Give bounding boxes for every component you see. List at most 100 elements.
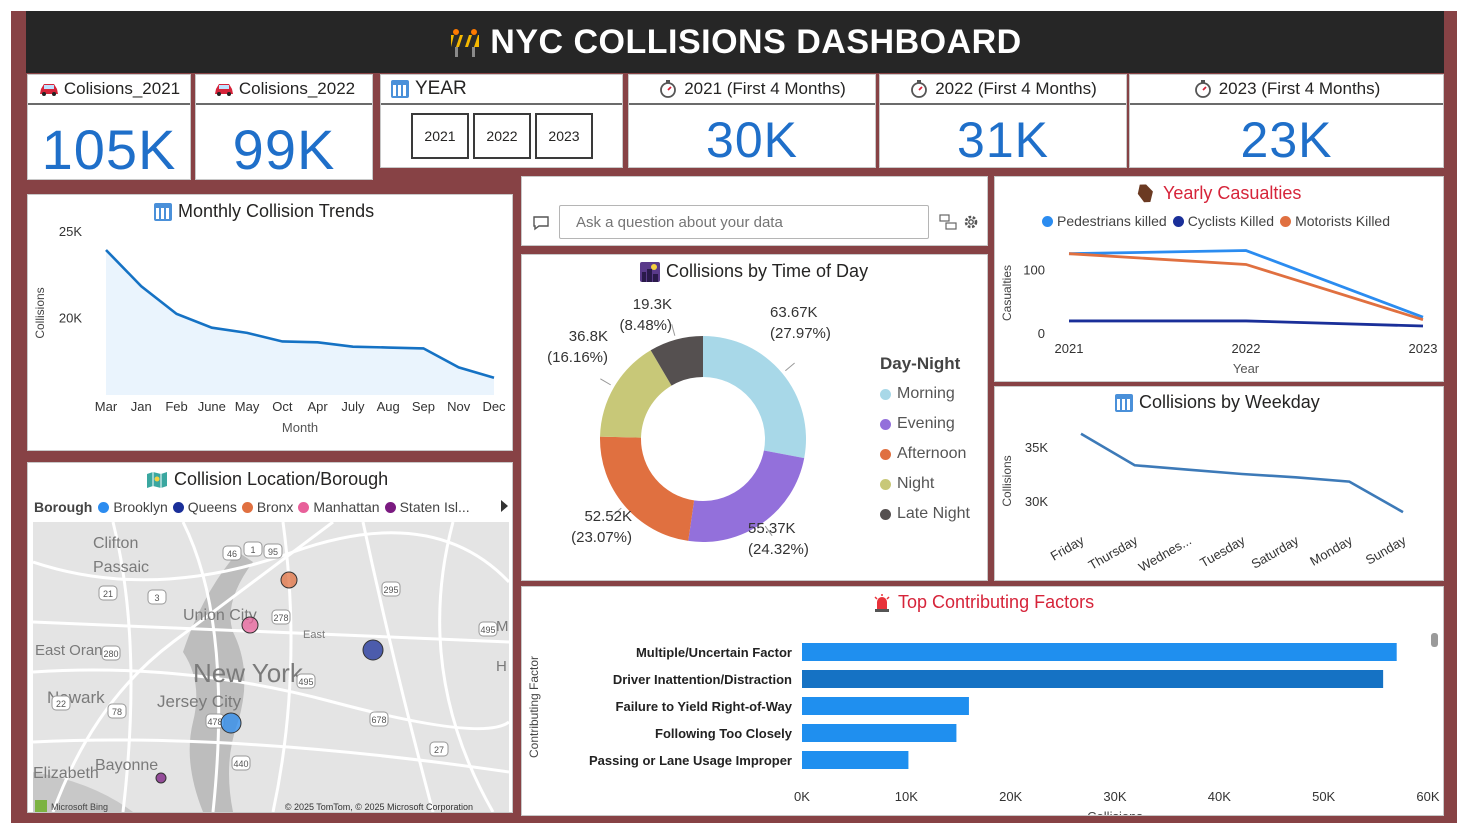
bar-3 [802,724,957,742]
map-attribution-left: Microsoft Bing [51,802,108,812]
qna-input[interactable] [559,205,929,239]
stopwatch-icon [660,80,677,98]
x-tick-label: Tuesday [1197,532,1248,570]
map-place-label: East [303,629,325,641]
bar-0 [802,643,1397,661]
road-shield-label: 495 [298,677,313,687]
donut-leader-line [671,324,676,336]
map-road [51,522,334,812]
kpi-card-value: 31K [957,112,1049,168]
y-tick-label: Failure to Yield Right-of-Way [616,699,793,714]
road-shield-label: 478 [207,717,222,727]
donut-data-label: 19.3K [633,296,672,313]
donut-slice-morning [703,336,806,459]
weekday-panel: Collisions by Weekday 35K 30K Collisions Fr… [994,386,1444,581]
factors-scrollbar[interactable] [1431,633,1438,647]
map-road [111,522,133,812]
casualty-legend: Pedestrians killed Cyclists Killed Motoris… [995,213,1443,229]
y-tick-label: 100 [1023,263,1045,278]
bar-4 [802,751,909,769]
gear-icon[interactable] [962,213,980,231]
borough-legend-item[interactable]: Brooklyn [98,499,168,515]
borough-map[interactable]: Clifton Passaic Union City New York East Ora… [33,522,509,812]
x-tick-label: Friday [1048,532,1087,563]
dashboard-header: NYC COLLISIONS DASHBOARD [26,11,1444,73]
legend-label: Evening [897,415,955,432]
series-line-2 [1068,252,1424,322]
yearly-casualties-panel: Yearly Casualties Pedestrians killed Cycl… [994,176,1444,382]
year-option-2021[interactable]: 2021 [411,113,469,159]
donut-legend-item[interactable]: Afternoon [880,439,970,469]
factors-title: Top Contributing Factors [872,592,1094,613]
kpi-card-2023-first4: 2023 (First 4 Months) 23K [1129,74,1444,168]
kpi-card-title: 2021 (First 4 Months) [629,75,875,105]
x-axis-label: Collisions [1087,809,1143,815]
road-shield [381,581,401,597]
x-tick-label: 60K [1416,789,1439,804]
time-of-day-title: Collisions by Time of Day [640,261,868,282]
year-option-2023[interactable]: 2023 [535,113,593,159]
legend-label: Cyclists Killed [1187,213,1275,229]
map-place-label: Clifton [93,535,138,552]
x-tick-label: 50K [1312,789,1335,804]
qna-transform-icon[interactable] [939,214,957,230]
borough-legend-item[interactable]: Bronx [241,499,293,515]
x-tick-label: 20K [999,789,1022,804]
casualty-legend-item[interactable]: Motorists Killed [1280,213,1390,229]
road-shield [107,703,127,719]
donut-legend-item[interactable]: Night [880,469,970,499]
map-road [181,522,221,812]
borough-legend-item[interactable]: Queens [172,499,237,515]
qna-panel [521,176,988,246]
bar-1 [802,670,1384,688]
borough-legend-item[interactable]: Staten Isl... [384,499,470,515]
donut-slice-afternoon [600,436,695,541]
year-option-2022[interactable]: 2022 [473,113,531,159]
y-tick-label: 35K [1025,440,1048,455]
legend-dot [298,501,310,513]
donut-legend-item[interactable]: Evening [880,409,970,439]
barrier-icon [451,29,480,57]
borough-bubble-bronx [280,571,298,589]
legend-label: Queens [187,499,237,515]
legend-dot [880,508,891,520]
x-tick-label: Aug [377,399,400,414]
stopwatch-icon [1194,80,1211,98]
borough-legend: Borough Brooklyn Queens Bronx Manhattan Stat… [34,499,470,515]
calendar-icon [1115,393,1133,412]
borough-bubble-queens [362,639,384,661]
donut-legend-item[interactable]: Morning [880,379,970,409]
map-attribution-right: © 2025 TomTom, © 2025 Microsoft Corporat… [285,802,473,812]
road-shield [263,543,283,559]
bar-2 [802,697,969,715]
donut-legend-item[interactable]: Late Night [880,499,970,529]
road-shield [369,711,389,727]
legend-label: Manhattan [313,499,380,515]
borough-legend-item[interactable]: Manhattan [298,499,380,515]
donut-data-pct: (23.07%) [571,529,632,546]
casualty-legend-item[interactable]: Cyclists Killed [1172,213,1275,229]
legend-dot [1280,215,1292,227]
legend-dot [880,388,891,400]
legend-dot [98,501,110,513]
page-title: NYC COLLISIONS DASHBOARD [490,22,1022,61]
road-shield-label: 295 [383,585,398,595]
kpi-card-value: 99K [232,118,336,181]
donut-data-pct: (16.16%) [547,349,608,366]
borough-bubble-brooklyn [220,712,242,734]
calendar-icon [154,202,172,221]
map-place-label: Passaic [93,559,149,576]
x-tick-label: Sep [412,399,435,414]
donut-data-pct: (24.32%) [748,541,809,558]
series-line [1080,432,1404,514]
legend-label: Staten Isl... [399,499,470,515]
legend-next-arrow-icon[interactable] [501,500,508,512]
donut-slice-late-night [650,336,703,386]
x-tick-label: Oct [272,399,293,414]
legend-dot [1172,215,1184,227]
legend-dot [241,501,253,513]
borough-bubble-manhattan [241,616,259,634]
casualty-legend-item[interactable]: Pedestrians killed [1041,213,1167,229]
x-tick-label: 40K [1208,789,1231,804]
